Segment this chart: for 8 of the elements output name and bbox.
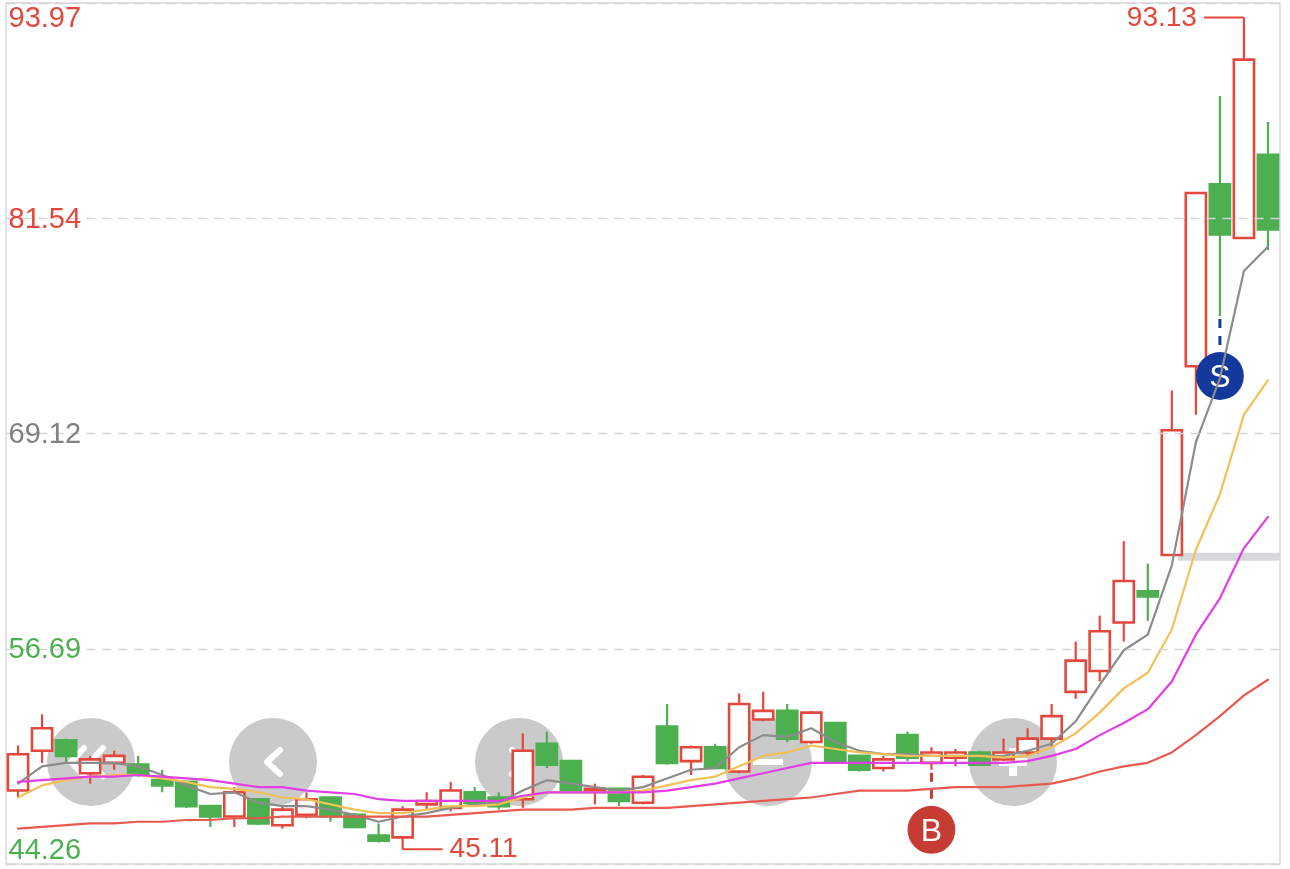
y-tick-label: 44.26 <box>8 832 82 865</box>
annotation: 45.11 <box>449 832 518 864</box>
y-tick-label: 81.54 <box>8 201 82 234</box>
annotation: B <box>920 811 943 848</box>
y-tick-label: 56.69 <box>8 632 82 665</box>
y-tick-label: 69.12 <box>8 416 82 449</box>
y-tick-label: 93.97 <box>8 0 82 33</box>
annotation: 93.13 <box>1126 0 1197 32</box>
